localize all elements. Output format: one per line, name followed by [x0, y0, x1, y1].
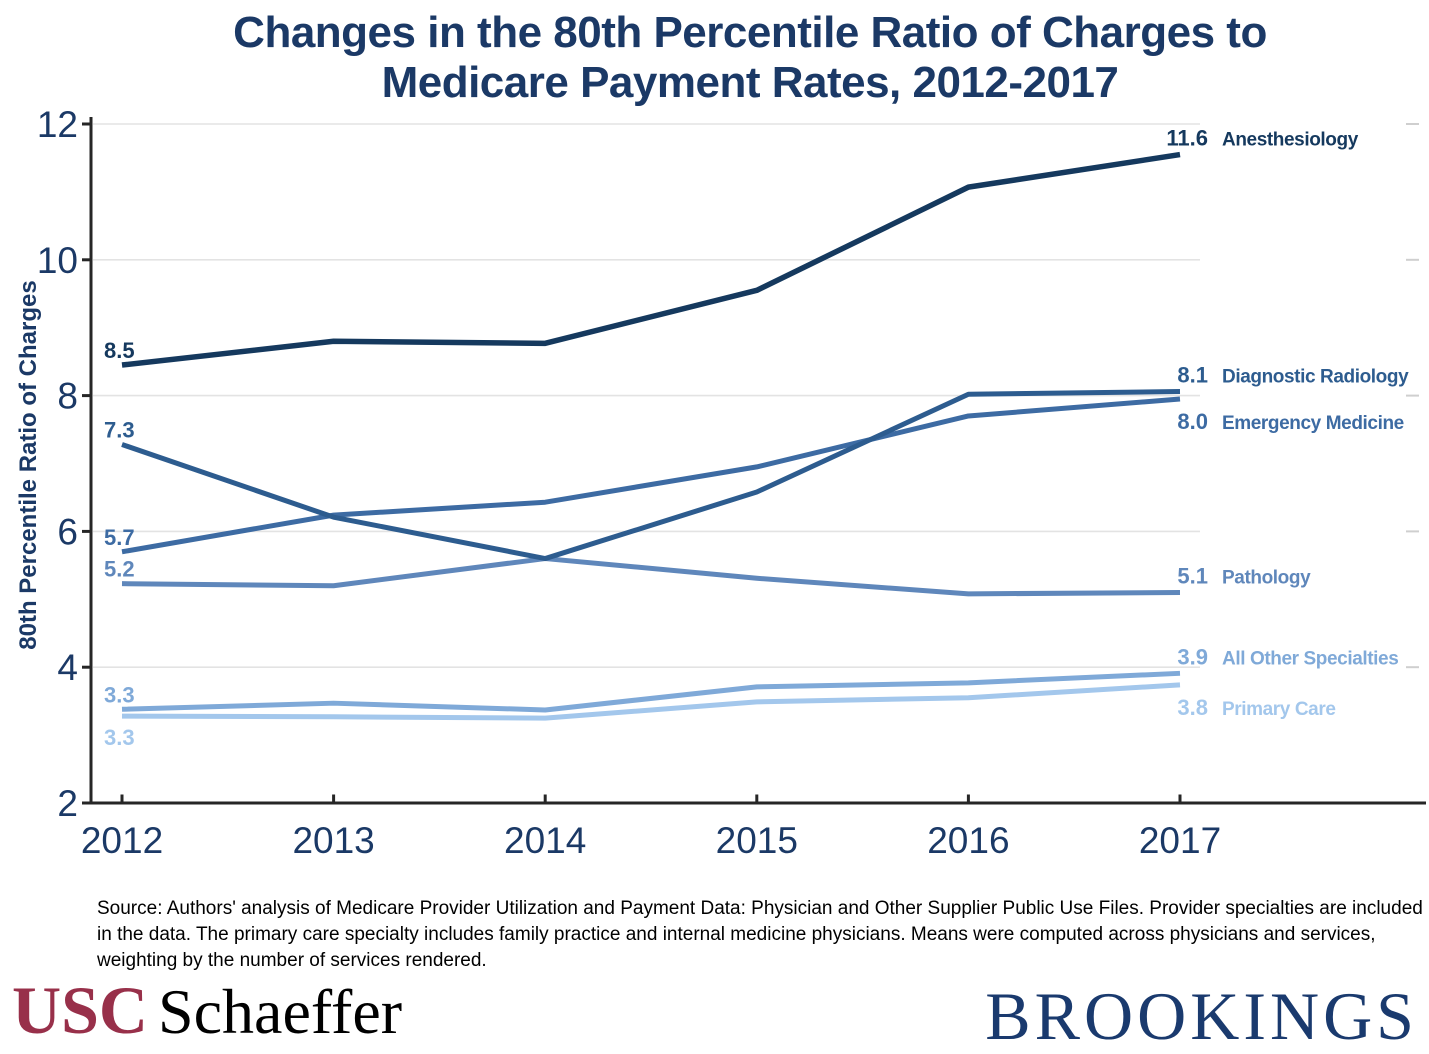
y-tick-label-2: 2: [57, 783, 78, 824]
legend-label-primary-care: Primary Care: [1222, 699, 1336, 720]
x-tick-label-2017: 2017: [1139, 820, 1221, 861]
end-value-label-anesthesiology: 11.6: [1166, 126, 1208, 151]
usc-logo-text: USC: [12, 972, 149, 1048]
series-labels: 8.5 11.6 Anesthesiology 7.3 8.1 Diagnostic Ra…: [104, 126, 1409, 751]
x-tick-label-2015: 2015: [716, 820, 798, 861]
x-tick-label-2012: 2012: [81, 820, 163, 861]
usc-schaeffer-logo: USC Schaeffer: [12, 976, 402, 1044]
line-emergency-medicine: [121, 396, 1181, 555]
legend-label-diagnostic-radiology: Diagnostic Radiology: [1222, 367, 1409, 388]
start-value-label-all-other-specialties: 3.3: [104, 682, 135, 707]
line-anesthesiology: [121, 151, 1181, 368]
legend-label-emergency-medicine: Emergency Medicine: [1222, 413, 1404, 434]
start-value-label-emergency-medicine: 5.7: [104, 525, 135, 550]
start-value-label-anesthesiology: 8.5: [104, 338, 135, 363]
chart-title: Changes in the 80th Percentile Ratio of …: [233, 8, 1267, 108]
start-value-label-pathology: 5.2: [104, 557, 135, 582]
legend-label-pathology: Pathology: [1222, 568, 1311, 589]
legend-label-all-other-specialties: All Other Specialties: [1222, 648, 1398, 669]
y-tick-label-6: 6: [57, 511, 78, 552]
x-tick-label-2013: 2013: [292, 820, 374, 861]
end-value-label-pathology: 5.1: [1177, 564, 1208, 589]
line-pathology: [121, 556, 1181, 597]
line-diagnostic-radiology: [121, 389, 1181, 562]
end-value-label-primary-care: 3.8: [1177, 695, 1208, 720]
start-value-label-primary-care: 3.3: [104, 725, 135, 750]
end-value-label-emergency-medicine: 8.0: [1177, 409, 1208, 434]
legend-label-anesthesiology: Anesthesiology: [1222, 130, 1359, 151]
axes: 2 4 6 8 10 12 2012 2013 2014 2015 2016 2017: [37, 104, 1426, 861]
y-tick-label-8: 8: [57, 376, 78, 417]
brookings-logo-text: BROOKINGS: [985, 978, 1418, 1054]
y-axis-title: 80th Percentile Ratio of Charges: [15, 280, 42, 650]
x-tick-label-2014: 2014: [504, 820, 586, 861]
end-value-label-all-other-specialties: 3.9: [1177, 644, 1208, 669]
source-note: Source: Authors' analysis of Medicare Pr…: [97, 898, 1423, 972]
schaeffer-logo-text: Schaeffer: [158, 976, 403, 1047]
y-tick-label-12: 12: [37, 104, 78, 145]
line-all-other-specialties: [121, 670, 1181, 713]
y-tick-label-4: 4: [57, 647, 78, 688]
start-value-label-diagnostic-radiology: 7.3: [104, 417, 135, 442]
y-tick-label-10: 10: [37, 240, 78, 281]
line-primary-care: [121, 682, 1181, 721]
end-value-label-diagnostic-radiology: 8.1: [1177, 363, 1208, 388]
x-tick-label-2016: 2016: [927, 820, 1009, 861]
series-lines: [121, 151, 1181, 721]
gridlines: [93, 123, 1419, 669]
